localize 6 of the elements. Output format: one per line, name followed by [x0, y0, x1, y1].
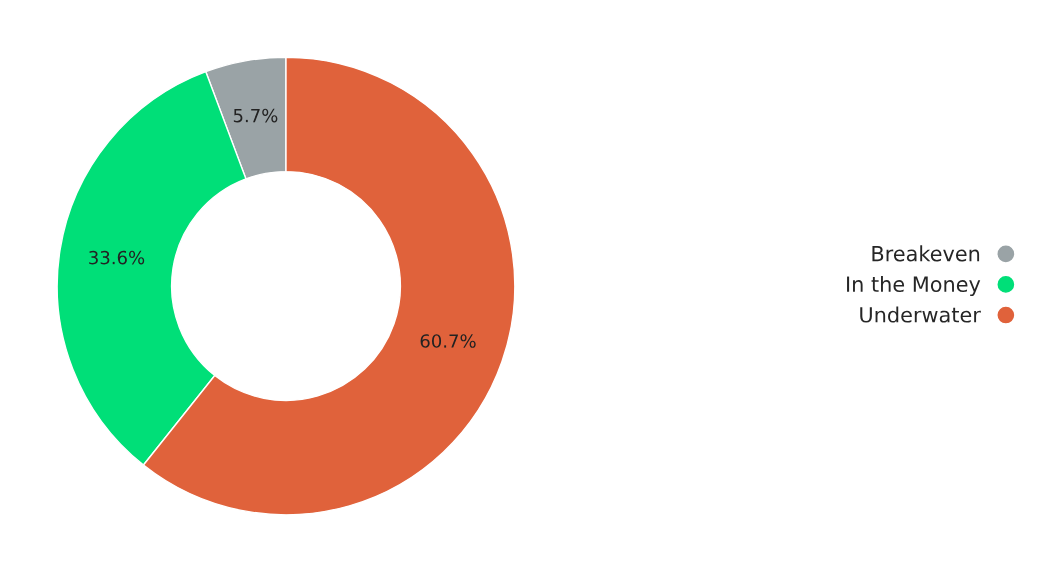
legend-label: In the Money	[847, 275, 981, 297]
data-label: 60.7%	[420, 334, 476, 348]
data-label: 33.6%	[89, 250, 145, 265]
legend-label: Breakeven	[872, 245, 980, 262]
legend-label: Underwater	[860, 306, 981, 323]
data-label: 5.7%	[233, 108, 278, 123]
